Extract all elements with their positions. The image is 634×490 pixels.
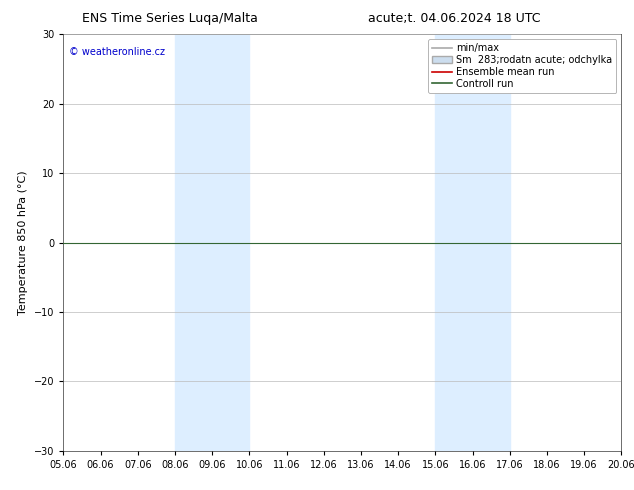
Text: © weatheronline.cz: © weatheronline.cz (69, 47, 165, 57)
Y-axis label: Temperature 850 hPa (°C): Temperature 850 hPa (°C) (18, 170, 29, 315)
Bar (175, 34, 249, 451)
Text: acute;t. 04.06.2024 18 UTC: acute;t. 04.06.2024 18 UTC (368, 12, 540, 25)
Bar (436, 34, 510, 451)
Legend: min/max, Sm  283;rodatn acute; odchylka, Ensemble mean run, Controll run: min/max, Sm 283;rodatn acute; odchylka, … (428, 39, 616, 93)
Text: ENS Time Series Luqa/Malta: ENS Time Series Luqa/Malta (82, 12, 258, 25)
